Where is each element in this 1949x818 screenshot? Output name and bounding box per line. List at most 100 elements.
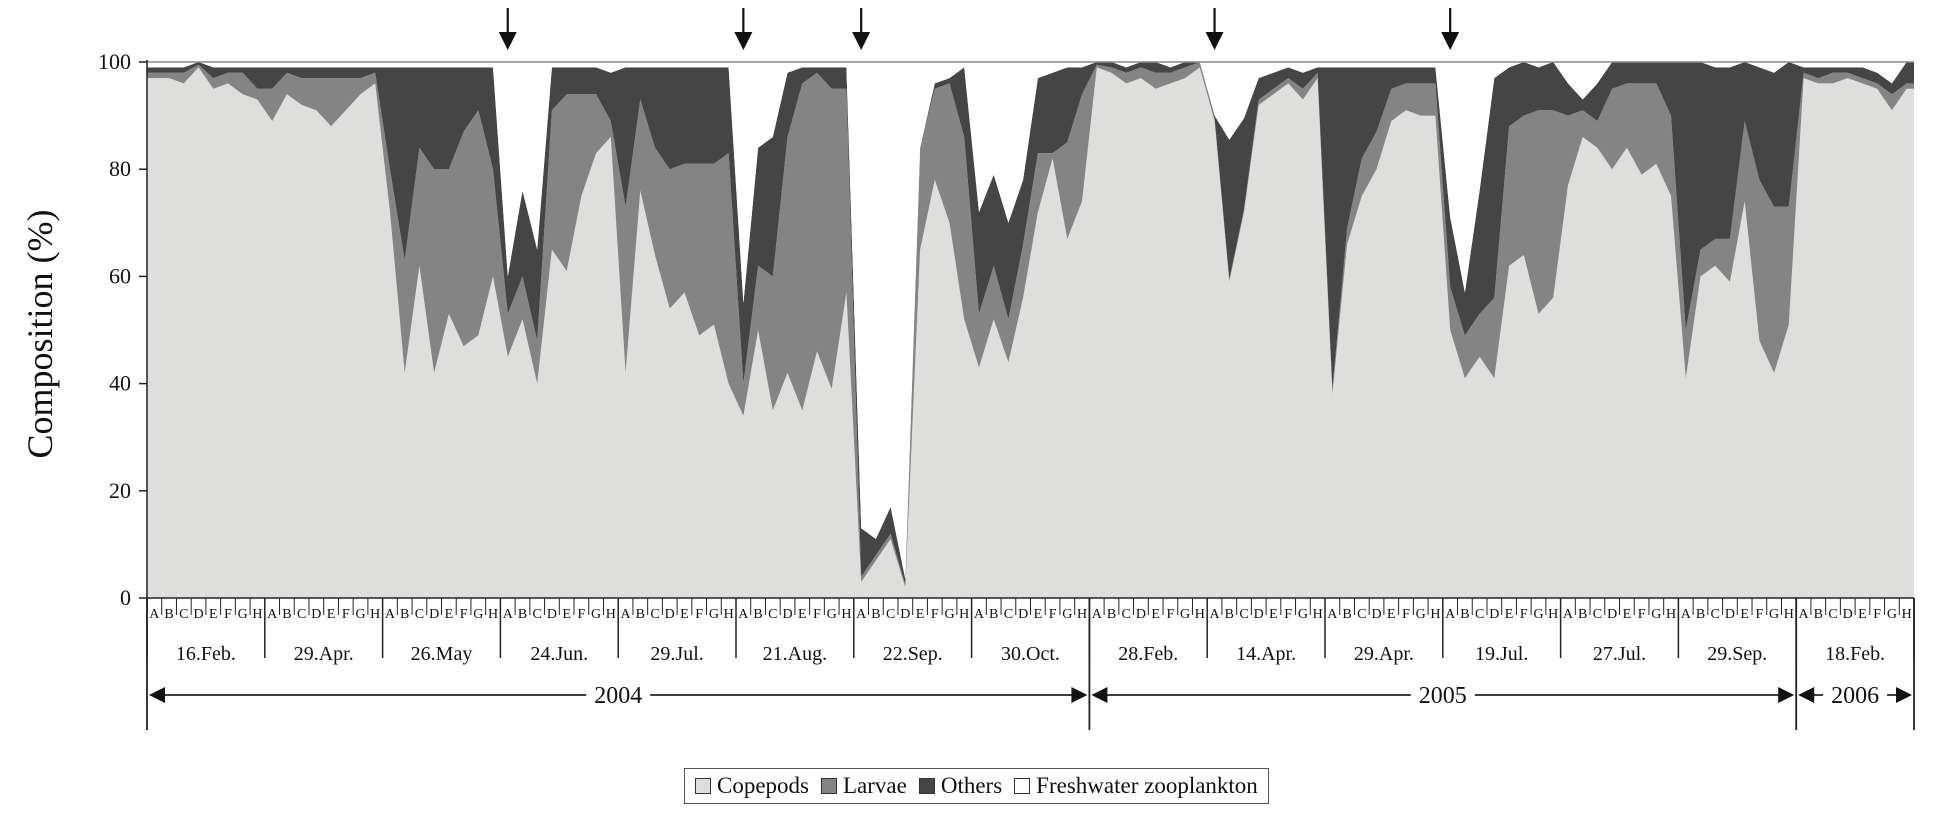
station-label-87: H (1430, 607, 1440, 622)
event-arrowhead-1 (734, 32, 753, 50)
station-label-114: C (1828, 607, 1837, 622)
station-label-68: E (1151, 607, 1160, 622)
year-label-2006: 2006 (1831, 683, 1879, 709)
station-label-21: F (460, 607, 468, 622)
station-label-73: B (1225, 607, 1234, 622)
station-label-96: A (1563, 607, 1574, 622)
legend-item-larvae: Larvae (821, 773, 907, 799)
y-tick-label-80: 80 (109, 156, 131, 181)
station-label-80: A (1327, 607, 1338, 622)
station-label-2: C (179, 607, 188, 622)
legend-swatch-freshwater (1014, 778, 1031, 794)
event-arrowhead-2 (852, 32, 871, 50)
legend-label-others: Others (940, 773, 1003, 798)
station-label-110: G (1769, 607, 1779, 622)
station-label-57: B (989, 607, 998, 622)
station-label-13: F (342, 607, 350, 622)
station-label-12: E (327, 607, 336, 622)
station-label-116: E (1858, 607, 1867, 622)
station-label-71: H (1195, 607, 1205, 622)
station-label-19: D (429, 607, 439, 622)
station-label-9: B (282, 607, 291, 622)
station-label-27: D (547, 607, 557, 622)
station-label-86: G (1416, 607, 1426, 622)
station-label-102: G (1651, 607, 1661, 622)
station-label-40: A (738, 607, 749, 622)
event-arrowhead-0 (498, 32, 517, 50)
station-label-43: D (782, 607, 792, 622)
station-label-22: G (473, 607, 483, 622)
station-label-118: G (1887, 607, 1897, 622)
year-arrowhead-left-1 (1091, 687, 1108, 703)
station-label-50: C (886, 607, 895, 622)
station-label-76: E (1269, 607, 1278, 622)
station-label-65: B (1107, 607, 1116, 622)
station-label-77: F (1284, 607, 1292, 622)
year-arrowhead-right-1 (1778, 687, 1795, 703)
station-label-41: B (753, 607, 762, 622)
station-label-28: E (562, 607, 571, 622)
station-label-42: C (768, 607, 777, 622)
legend-swatch-larvae (821, 778, 837, 794)
station-label-53: F (931, 607, 939, 622)
station-label-26: C (533, 607, 542, 622)
station-label-78: G (1298, 607, 1308, 622)
date-label-14: 18.Feb. (1825, 643, 1885, 665)
station-label-34: C (650, 607, 659, 622)
legend-label-copepods: Copepods (717, 773, 809, 798)
year-label-2004: 2004 (594, 683, 642, 709)
station-label-11: D (311, 607, 321, 622)
date-label-10: 29.Apr. (1354, 643, 1414, 665)
legend-swatch-copepods (695, 778, 711, 794)
legend-label-larvae: Larvae (843, 773, 907, 798)
legend-item-others: Others (918, 773, 1003, 799)
station-label-49: B (871, 607, 880, 622)
station-label-14: G (355, 607, 365, 622)
station-label-45: F (813, 607, 821, 622)
station-label-17: B (400, 607, 409, 622)
station-label-29: F (577, 607, 585, 622)
station-label-36: E (680, 607, 689, 622)
area-copepods (147, 67, 1914, 598)
station-label-18: C (415, 607, 424, 622)
station-label-25: B (518, 607, 527, 622)
y-tick-label-0: 0 (120, 585, 131, 610)
station-label-20: E (445, 607, 454, 622)
station-label-60: E (1034, 607, 1043, 622)
station-label-47: H (841, 607, 851, 622)
legend-item-freshwater: Freshwater zooplankton (1014, 773, 1258, 799)
year-arrowhead-left-2 (1798, 687, 1815, 703)
station-label-104: A (1681, 607, 1692, 622)
date-label-6: 22.Sep. (883, 643, 943, 665)
station-label-64: A (1092, 607, 1103, 622)
station-label-94: G (1533, 607, 1543, 622)
date-label-0: 16.Feb. (176, 643, 236, 665)
year-arrowhead-right-0 (1071, 687, 1088, 703)
area-larvae (147, 62, 1914, 588)
legend-label-freshwater: Freshwater zooplankton (1036, 773, 1258, 798)
station-label-35: D (665, 607, 675, 622)
station-label-44: E (798, 607, 807, 622)
station-label-113: B (1814, 607, 1823, 622)
station-label-62: G (1062, 607, 1072, 622)
station-label-70: G (1180, 607, 1190, 622)
date-label-1: 29.Apr. (294, 643, 354, 665)
station-label-5: F (224, 607, 232, 622)
station-label-16: A (385, 607, 396, 622)
station-label-75: D (1254, 607, 1264, 622)
station-label-39: H (724, 607, 734, 622)
station-label-74: C (1239, 607, 1248, 622)
date-label-8: 28.Feb. (1118, 643, 1178, 665)
station-label-109: F (1755, 607, 1763, 622)
station-label-55: H (959, 607, 969, 622)
area-others (147, 62, 1914, 585)
date-label-11: 19.Jul. (1475, 643, 1528, 665)
y-tick-label-100: 100 (98, 49, 131, 74)
station-label-84: E (1387, 607, 1396, 622)
station-label-72: A (1210, 607, 1221, 622)
station-label-54: G (944, 607, 954, 622)
station-label-115: D (1843, 607, 1853, 622)
station-label-92: E (1505, 607, 1514, 622)
station-label-15: H (370, 607, 380, 622)
